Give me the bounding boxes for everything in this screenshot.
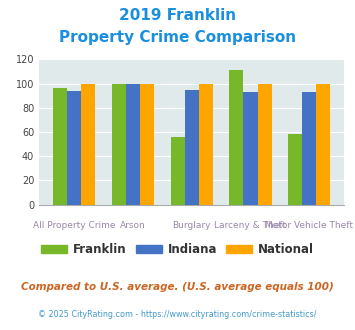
Bar xyxy=(67,91,81,205)
Text: © 2025 CityRating.com - https://www.cityrating.com/crime-statistics/: © 2025 CityRating.com - https://www.city… xyxy=(38,310,317,319)
Text: Motor Vehicle Theft: Motor Vehicle Theft xyxy=(265,221,353,230)
Text: Larceny & Theft: Larceny & Theft xyxy=(214,221,286,230)
Legend: Franklin, Indiana, National: Franklin, Indiana, National xyxy=(36,239,319,261)
Bar xyxy=(258,83,272,205)
Bar xyxy=(244,92,258,205)
Bar xyxy=(140,83,154,205)
Bar xyxy=(126,83,140,205)
Text: 2019 Franklin: 2019 Franklin xyxy=(119,8,236,23)
Bar xyxy=(302,92,316,205)
Bar xyxy=(170,137,185,205)
Bar xyxy=(199,83,213,205)
Text: Property Crime Comparison: Property Crime Comparison xyxy=(59,30,296,45)
Text: Burglary: Burglary xyxy=(173,221,211,230)
Bar xyxy=(229,70,244,205)
Bar xyxy=(288,134,302,205)
Text: All Property Crime: All Property Crime xyxy=(33,221,115,230)
Bar xyxy=(185,90,199,205)
Bar xyxy=(316,83,331,205)
Text: Arson: Arson xyxy=(120,221,146,230)
Bar xyxy=(81,83,95,205)
Bar xyxy=(112,83,126,205)
Bar xyxy=(53,88,67,205)
Text: Compared to U.S. average. (U.S. average equals 100): Compared to U.S. average. (U.S. average … xyxy=(21,282,334,292)
